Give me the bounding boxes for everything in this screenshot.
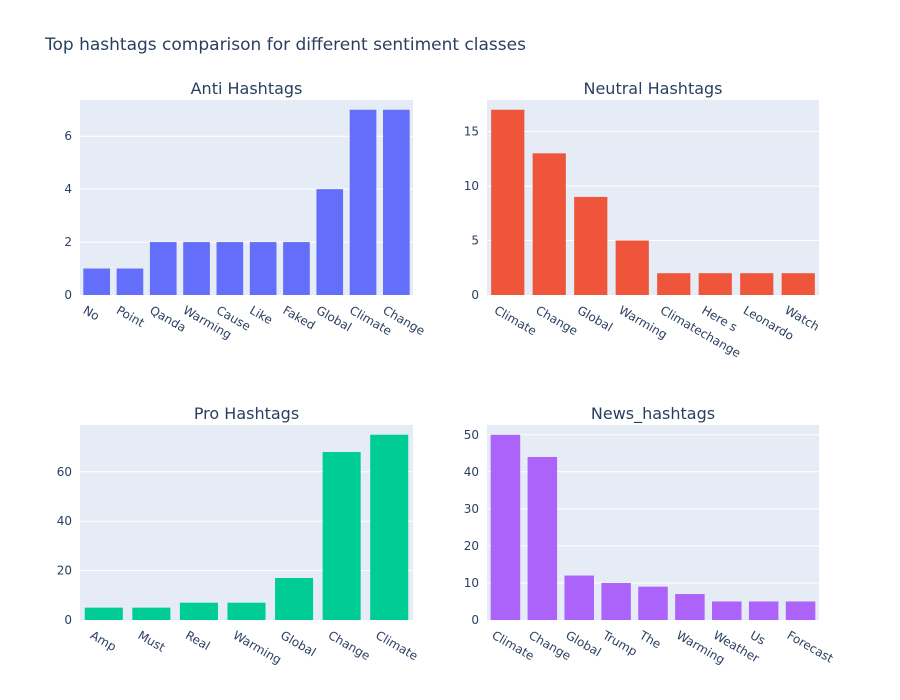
bar-change xyxy=(383,109,410,295)
bar-warming xyxy=(227,602,266,620)
y-tick-label: 0 xyxy=(64,288,72,302)
y-tick-label: 10 xyxy=(464,576,479,590)
y-tick-label: 15 xyxy=(464,125,479,139)
subplot-title: Pro Hashtags xyxy=(194,404,299,423)
bar-global xyxy=(574,196,608,295)
bar-the xyxy=(638,586,668,620)
bar-forecast xyxy=(785,601,816,620)
x-tick-label: The xyxy=(636,628,663,652)
subplot-title: News_hashtags xyxy=(591,404,715,424)
y-tick-label: 20 xyxy=(464,539,479,553)
x-tick-label: Point xyxy=(114,303,147,330)
bar-climate xyxy=(491,109,525,296)
x-tick-label: Change xyxy=(533,303,580,338)
x-tick-label: Qanda xyxy=(147,303,188,335)
bar-qanda xyxy=(149,242,177,295)
x-tick-label: Real xyxy=(183,628,212,653)
y-tick-label: 20 xyxy=(57,564,72,578)
bar-here-s xyxy=(698,273,732,295)
y-tick-label: 2 xyxy=(64,235,72,249)
bar-global xyxy=(275,578,314,620)
bar-cause xyxy=(216,242,244,295)
subplot-title: Anti Hashtags xyxy=(191,79,303,98)
bar-must xyxy=(132,607,171,620)
y-tick-label: 40 xyxy=(57,514,72,528)
bar-watch xyxy=(781,273,815,295)
bar-warming xyxy=(675,594,705,620)
bar-like xyxy=(249,242,277,295)
y-tick-label: 10 xyxy=(464,179,479,193)
y-tick-label: 0 xyxy=(471,288,479,302)
bar-change xyxy=(322,452,361,620)
x-tick-label: Trump xyxy=(599,628,639,659)
bar-us xyxy=(748,601,779,620)
bar-warming xyxy=(615,240,649,295)
bar-climate xyxy=(490,434,521,620)
y-tick-label: 0 xyxy=(64,613,72,627)
x-tick-label: Global xyxy=(314,303,354,334)
y-tick-label: 0 xyxy=(471,613,479,627)
bar-weather xyxy=(712,601,742,620)
x-tick-label: Change xyxy=(326,628,373,663)
bar-change xyxy=(532,153,566,295)
x-tick-label: Climate xyxy=(373,628,420,663)
figure-title: Top hashtags comparison for different se… xyxy=(44,35,526,55)
x-tick-label: Climate xyxy=(492,303,539,338)
bar-climate xyxy=(349,109,377,295)
y-tick-label: 5 xyxy=(471,234,479,248)
bar-global xyxy=(316,189,344,295)
x-tick-label: Us xyxy=(748,628,768,648)
bar-no xyxy=(83,268,110,295)
x-tick-label: No xyxy=(81,303,102,323)
bar-leonardo xyxy=(740,273,774,295)
bar-real xyxy=(179,602,218,620)
y-tick-label: 30 xyxy=(464,502,479,516)
bar-faked xyxy=(283,242,310,295)
x-tick-label: Forecast xyxy=(785,628,836,666)
y-tick-label: 60 xyxy=(57,465,72,479)
x-tick-label: Global xyxy=(575,303,615,334)
y-tick-label: 40 xyxy=(464,465,479,479)
x-tick-label: Must xyxy=(135,628,167,655)
bar-climate xyxy=(370,434,409,620)
bar-point xyxy=(116,268,144,295)
x-tick-label: Faked xyxy=(281,303,318,332)
plot-area xyxy=(80,425,413,620)
bar-change xyxy=(527,456,558,620)
bar-trump xyxy=(601,582,631,620)
bar-global xyxy=(564,575,594,620)
bar-climatechange xyxy=(657,273,691,295)
y-tick-label: 6 xyxy=(64,129,72,143)
x-tick-label: Warming xyxy=(231,628,284,667)
bar-warming xyxy=(183,242,210,295)
bar-amp xyxy=(84,607,123,620)
y-tick-label: 4 xyxy=(64,182,72,196)
subplot-title: Neutral Hashtags xyxy=(583,79,722,98)
y-tick-label: 50 xyxy=(464,428,479,442)
x-tick-label: Amp xyxy=(88,628,119,654)
x-tick-label: Global xyxy=(278,628,318,659)
